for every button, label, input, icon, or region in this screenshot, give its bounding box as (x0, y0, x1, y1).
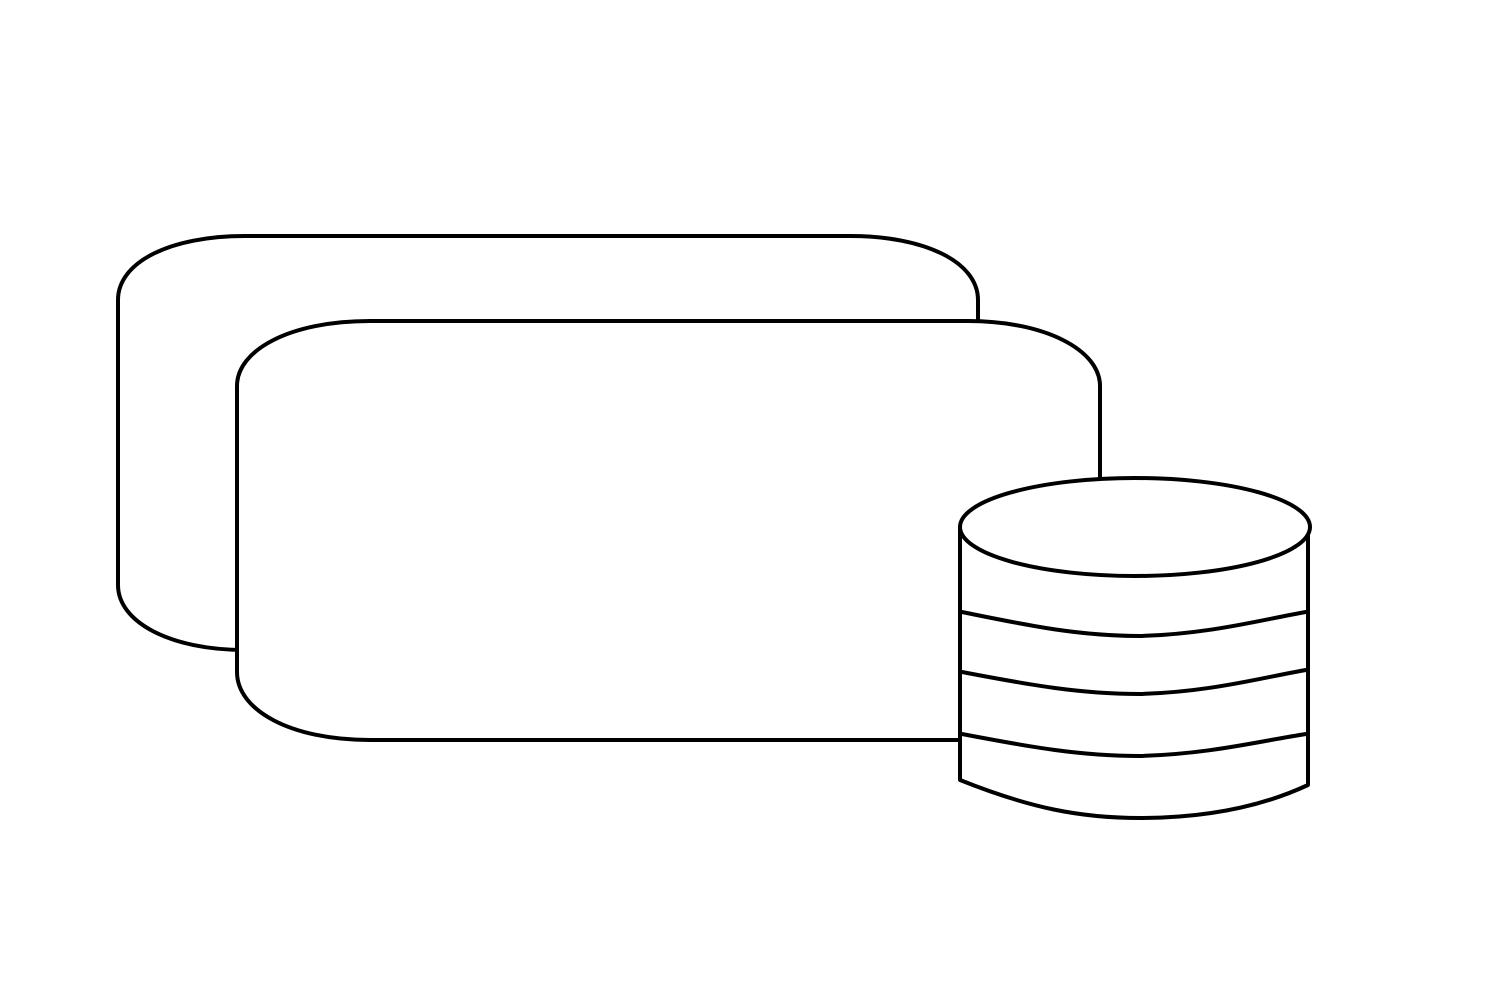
database-icon (958, 476, 1312, 820)
database-top (958, 476, 1312, 578)
database-band (960, 668, 1308, 697)
database-band (960, 732, 1308, 759)
database-body (958, 525, 1310, 820)
database-band (960, 610, 1308, 639)
